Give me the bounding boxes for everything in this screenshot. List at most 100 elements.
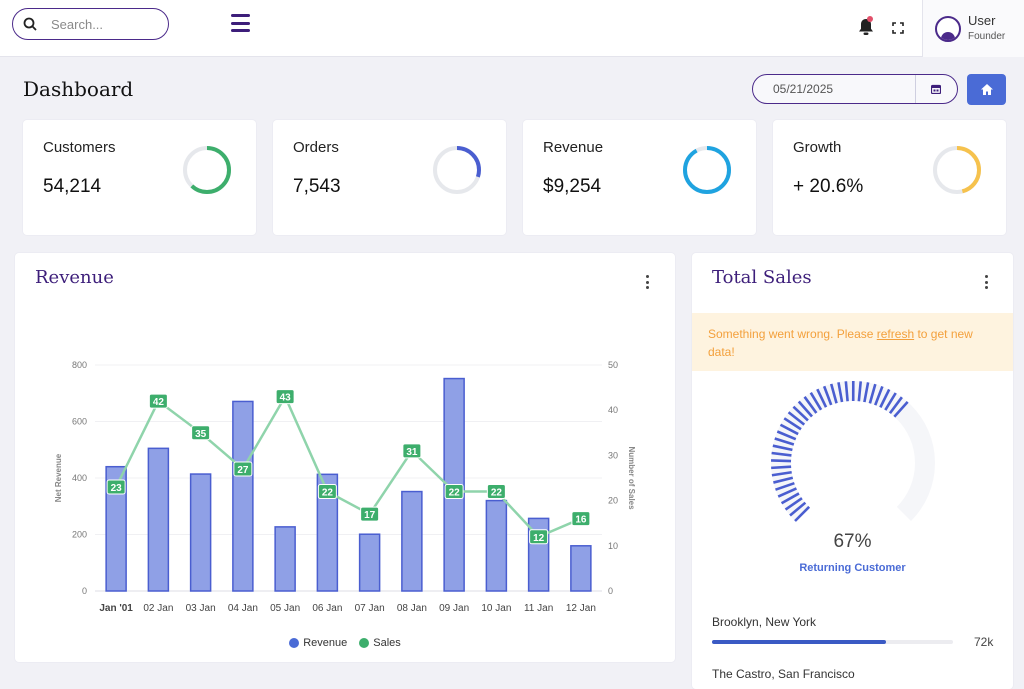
date-picker[interactable]: 05/21/2025	[752, 74, 958, 104]
refresh-link[interactable]: refresh	[876, 327, 915, 341]
revenue-bar[interactable]	[274, 526, 296, 592]
gauge-tick	[797, 400, 813, 418]
sales-data-label[interactable]: 42	[148, 393, 168, 409]
gauge-tick	[888, 396, 903, 415]
y2-tick-label: 20	[608, 496, 618, 506]
y-tick-label: 800	[72, 360, 87, 370]
gauge-tick	[844, 381, 849, 402]
revenue-bar[interactable]	[105, 465, 127, 592]
gauge-tick	[771, 470, 792, 477]
svg-text:31: 31	[406, 447, 418, 458]
y2-tick-label: 0	[608, 586, 613, 596]
gauge-tick	[868, 383, 877, 404]
svg-text:12: 12	[533, 533, 545, 544]
error-alert: Something went wrong. Please refresh to …	[692, 313, 1013, 371]
x-tick-label: 06 Jan	[312, 603, 342, 614]
search-box[interactable]	[12, 8, 169, 40]
y2-tick-label: 50	[608, 360, 618, 370]
kpi-label: Growth	[793, 139, 842, 156]
x-tick-label: 02 Jan	[143, 603, 173, 614]
user-name: User	[968, 13, 996, 28]
fullscreen-icon[interactable]	[892, 22, 904, 34]
svg-text:22: 22	[322, 488, 334, 499]
more-options-icon[interactable]	[645, 275, 649, 289]
menu-toggle-icon[interactable]	[231, 14, 250, 32]
search-input[interactable]	[51, 16, 151, 32]
kpi-card-growth: Growth + 20.6%	[773, 120, 1006, 235]
sales-data-label[interactable]: 22	[444, 484, 464, 500]
revenue-bar[interactable]	[316, 473, 339, 592]
legend-swatch	[289, 638, 300, 648]
gauge-tick	[879, 388, 891, 408]
sales-data-label[interactable]: 31	[402, 443, 422, 459]
chart-legend: Revenue Sales	[15, 637, 675, 649]
legend-label: Sales	[373, 637, 401, 649]
svg-text:43: 43	[280, 393, 292, 404]
more-options-icon[interactable]	[984, 275, 988, 289]
sales-data-label[interactable]: 35	[191, 425, 211, 441]
kpi-label: Revenue	[543, 139, 604, 156]
sales-data-label[interactable]: 16	[571, 511, 591, 527]
alert-text-suffix: to get new data!	[708, 327, 973, 359]
revenue-bar[interactable]	[189, 473, 212, 592]
svg-text:23: 23	[111, 483, 123, 494]
x-tick-label: 11 Jan	[524, 603, 553, 614]
legend-swatch	[359, 638, 370, 648]
gauge-tick	[863, 382, 870, 403]
legend-item-revenue[interactable]: Revenue	[289, 637, 347, 649]
home-button[interactable]	[967, 74, 1006, 105]
y-tick-label: 200	[72, 530, 87, 540]
gauge-tick	[857, 381, 863, 402]
sales-data-label[interactable]: 22	[317, 484, 337, 500]
revenue-bar[interactable]	[147, 447, 170, 592]
kpi-progress-ring	[683, 146, 731, 194]
kpi-card-orders: Orders 7,543	[273, 120, 506, 235]
sales-data-label[interactable]: 27	[233, 461, 253, 477]
calendar-icon[interactable]	[915, 75, 955, 103]
revenue-card: Revenue 0 200 400 600 800 0 10 20 30 40 50 Net Reve…	[15, 253, 675, 662]
x-tick-label: 07 Jan	[355, 603, 385, 614]
gauge-tick	[792, 405, 809, 422]
gauge-tick	[829, 383, 838, 404]
sales-data-label[interactable]: 23	[106, 479, 126, 495]
sales-data-label[interactable]: 12	[529, 529, 549, 545]
kpi-value: 54,214	[43, 176, 102, 197]
legend-item-sales[interactable]: Sales	[359, 637, 401, 649]
revenue-bar[interactable]	[485, 499, 508, 592]
revenue-bar[interactable]	[570, 545, 592, 592]
revenue-bar[interactable]	[358, 533, 381, 592]
ring-progress	[933, 146, 981, 194]
kpi-card-customers: Customers 54,214	[23, 120, 256, 235]
gauge-tick	[784, 497, 803, 511]
svg-text:22: 22	[449, 488, 461, 499]
revenue-bar[interactable]	[232, 400, 254, 592]
sales-data-label[interactable]: 43	[275, 389, 295, 405]
user-menu[interactable]: User Founder	[922, 0, 1024, 57]
kpi-label: Customers	[43, 139, 116, 156]
svg-text:42: 42	[153, 397, 165, 408]
bell-icon[interactable]	[857, 17, 875, 37]
gauge-tick	[772, 444, 793, 452]
gauge-track	[771, 381, 935, 521]
y2-tick-label: 10	[608, 541, 618, 551]
date-value: 05/21/2025	[773, 82, 834, 96]
revenue-chart: 0 200 400 600 800 0 10 20 30 40 50 Net Revenue Numbe…	[54, 360, 636, 614]
legend-label: Revenue	[303, 637, 348, 649]
gauge-tick	[775, 481, 795, 491]
svg-text:22: 22	[491, 488, 503, 499]
gauge-tick	[776, 430, 797, 441]
y-tick-label: 0	[82, 586, 87, 596]
ring-progress	[683, 146, 731, 194]
revenue-bar[interactable]	[401, 490, 423, 592]
page-title: Dashboard	[23, 77, 134, 101]
gauge-tick	[809, 392, 823, 411]
gauge-tick	[874, 385, 884, 406]
y2-tick-label: 40	[608, 405, 618, 415]
x-tick-label: 03 Jan	[186, 603, 216, 614]
gauge-tick	[787, 411, 806, 426]
sales-data-label[interactable]: 17	[360, 506, 380, 522]
x-tick-label: 08 Jan	[397, 603, 427, 614]
sales-data-label[interactable]: 22	[486, 484, 506, 500]
gauge-tick	[783, 417, 802, 431]
gauge-tick	[780, 492, 800, 505]
